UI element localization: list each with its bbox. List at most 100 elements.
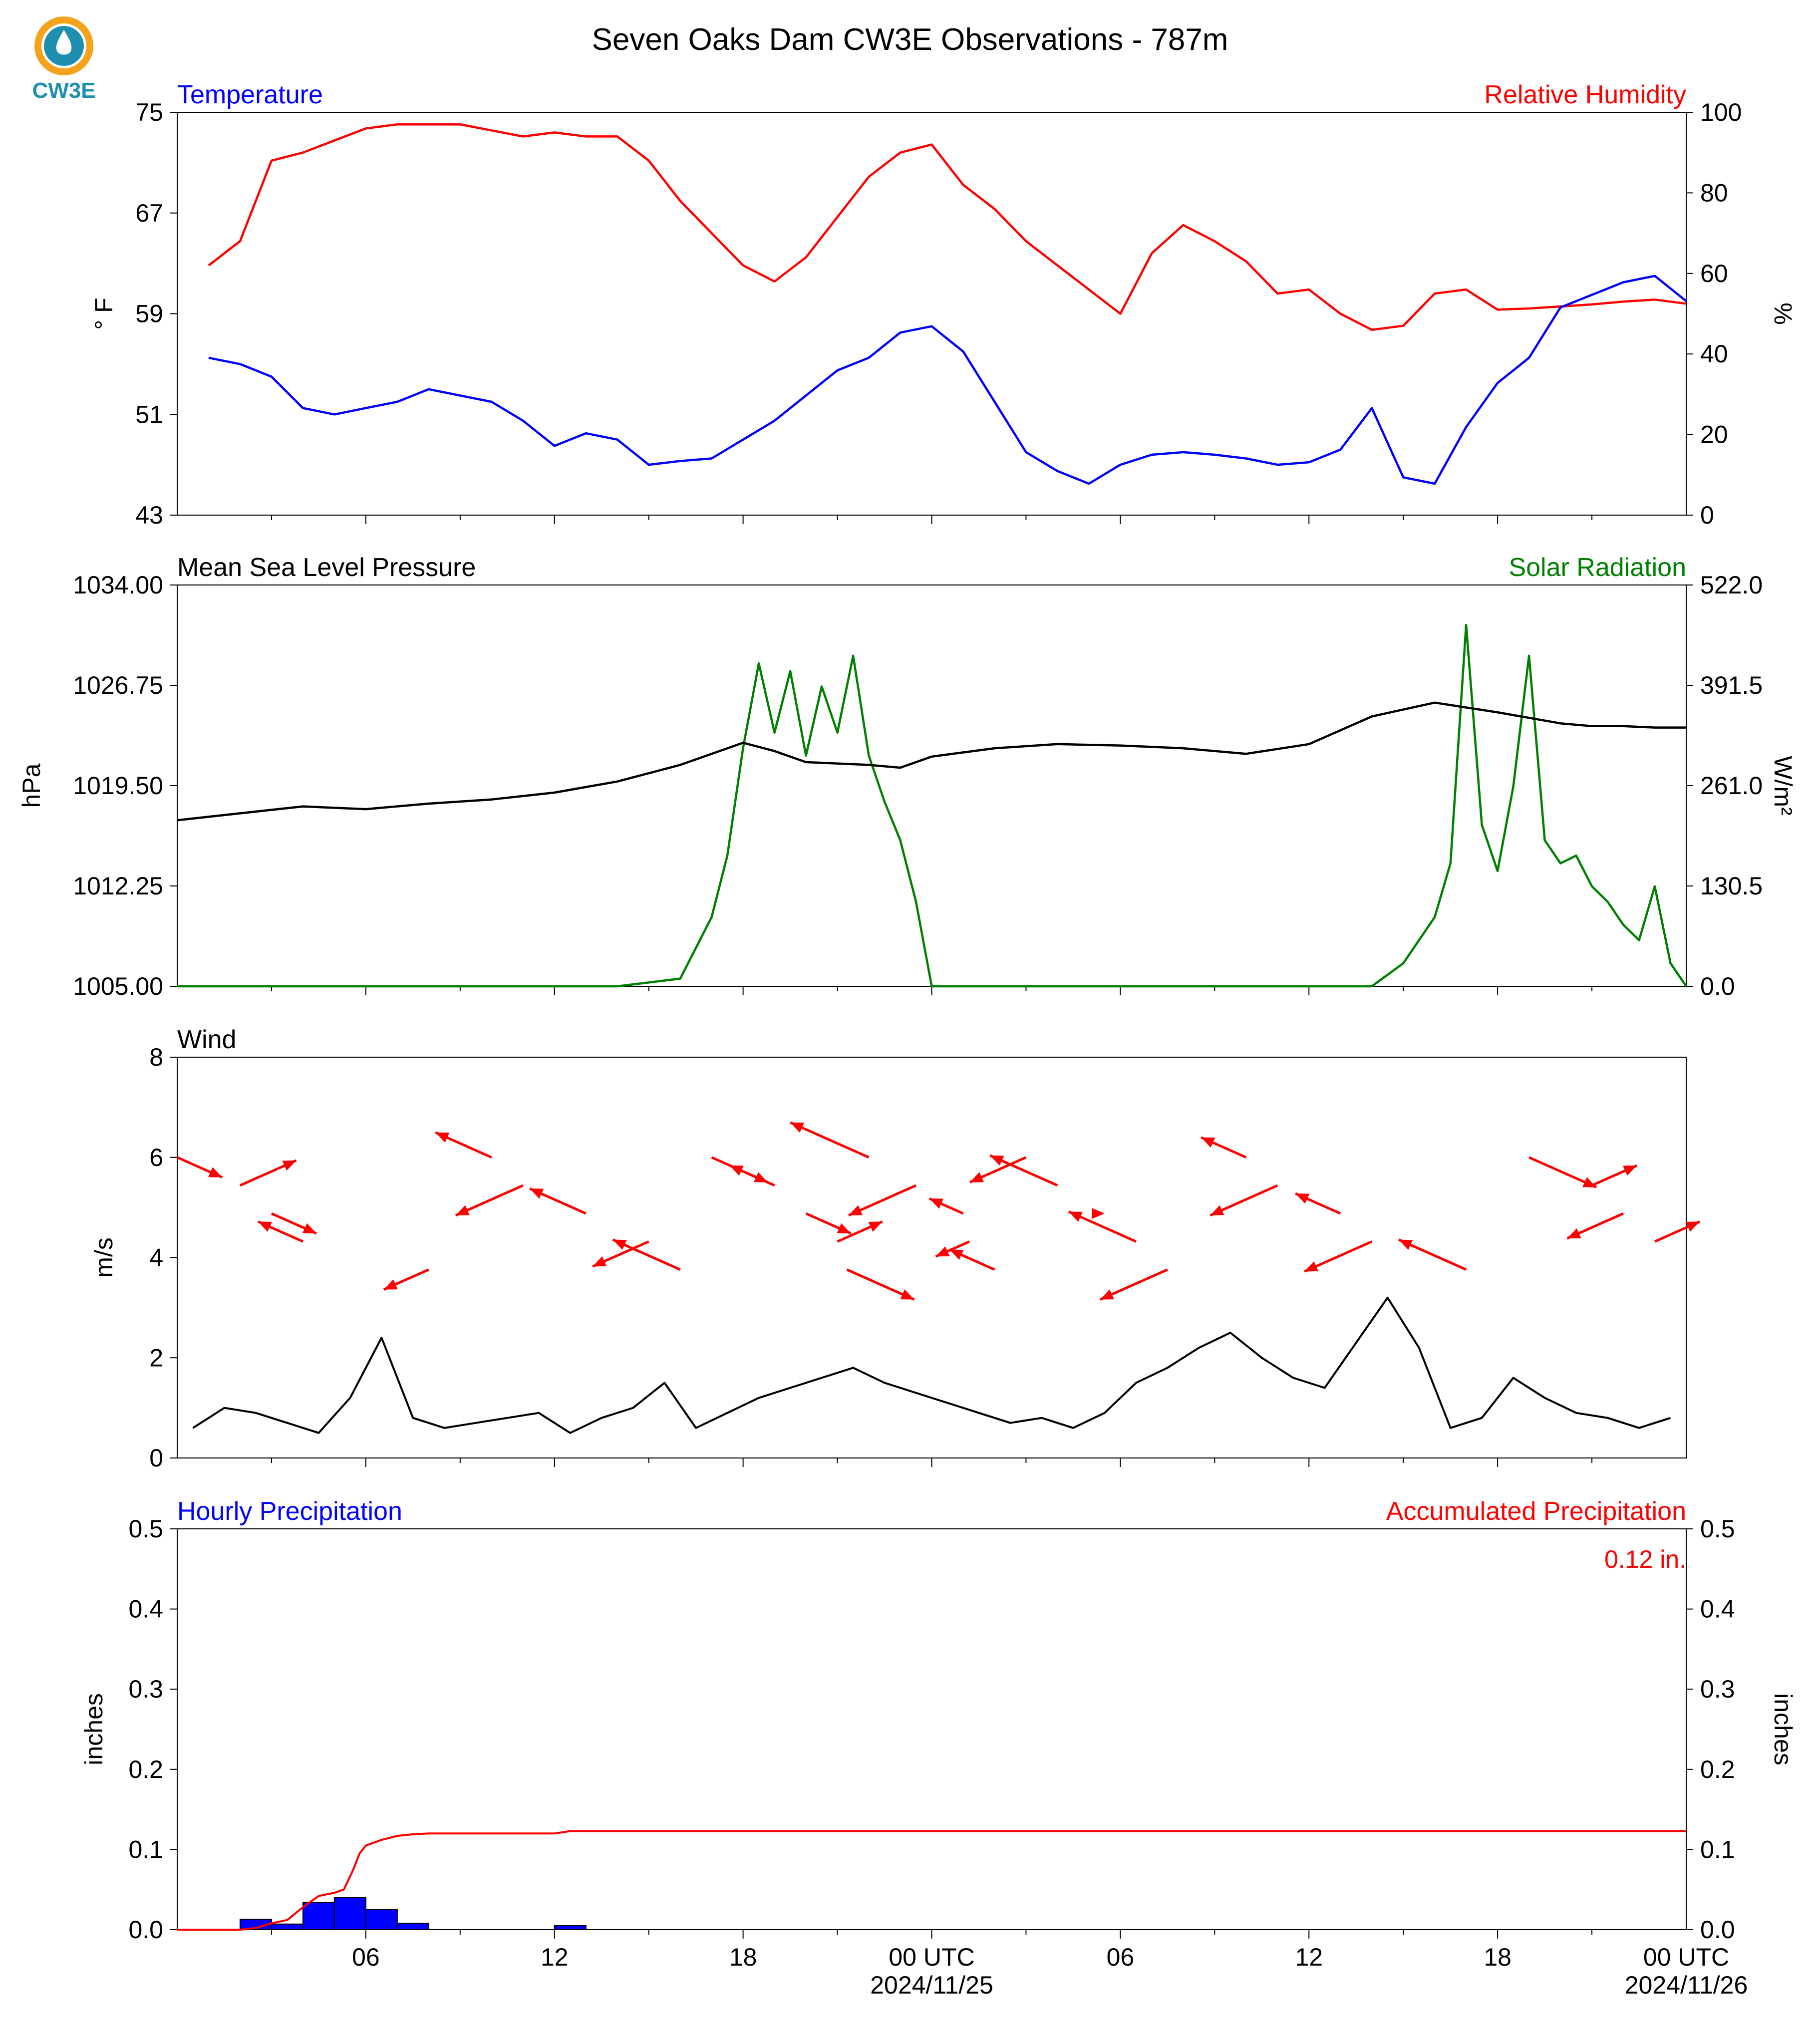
panel-right-title: Relative Humidity (1484, 80, 1686, 109)
y-tick-label: 43 (135, 501, 163, 529)
y-tick-label: 67 (135, 199, 163, 227)
wind-barb-head (530, 1188, 544, 1199)
panel-frame (177, 584, 1687, 987)
wind-barb-head (1399, 1239, 1413, 1250)
wind-barb-head (849, 1205, 863, 1215)
x-tick-label: 12 (1295, 1943, 1323, 1971)
y-tick-label: 6 (149, 1144, 163, 1171)
panel-frame (177, 112, 1687, 516)
x-tick-label: 06 (1107, 1943, 1135, 1971)
y2-tick-label: 40 (1700, 340, 1728, 368)
panel-left-title: Hourly Precipitation (177, 1497, 402, 1526)
y2-tick-label: 20 (1700, 421, 1728, 449)
x-tick-label: 06 (352, 1943, 380, 1971)
wind-barb-head (729, 1165, 744, 1176)
panel-right-title: Accumulated Precipitation (1386, 1497, 1686, 1526)
wind-barb-head (900, 1289, 914, 1300)
y-tick-label: 59 (135, 300, 163, 328)
wind-barb-head (435, 1132, 450, 1143)
y-tick-label: 51 (135, 400, 163, 428)
y-tick-label: 0.3 (128, 1675, 163, 1703)
wind-barb-head (258, 1221, 272, 1232)
date-label: 2024/11/25 (870, 1971, 993, 1999)
series-pressure (177, 701, 1686, 822)
wind-barb-head (868, 1221, 883, 1232)
panel-left-title: Mean Sea Level Pressure (177, 553, 476, 582)
series-wind-speed (192, 1296, 1671, 1434)
y-tick-label: 2 (149, 1344, 163, 1372)
y-tick-label: 4 (149, 1244, 163, 1272)
y-axis-label: ° F (90, 297, 118, 329)
y2-tick-label: 0.0 (1700, 1916, 1735, 1944)
y2-tick-label: 261.0 (1700, 772, 1763, 800)
y-tick-label: 0 (149, 1444, 163, 1472)
panel-frame (177, 1528, 1687, 1930)
series-relative-humidity (208, 123, 1687, 331)
date-label: 2024/11/26 (1625, 1971, 1748, 1999)
y-tick-label: 0.0 (128, 1916, 163, 1944)
wind-barb-head (949, 1249, 964, 1260)
panel-right-title: Solar Radiation (1509, 553, 1686, 582)
wind-barb-head (1092, 1208, 1105, 1219)
wind-barb-head (837, 1223, 851, 1234)
y2-tick-label: 391.5 (1700, 671, 1763, 699)
y-tick-label: 1005.00 (73, 972, 163, 1000)
wind-barb-head (929, 1198, 943, 1209)
y-axis-label: m/s (90, 1237, 118, 1278)
precip-bar (271, 1923, 303, 1931)
wind-barb-head (1210, 1205, 1224, 1215)
y-axis-label: inches (80, 1693, 108, 1765)
y-tick-label: 1026.75 (73, 671, 163, 699)
wind-barb-head (1567, 1228, 1581, 1239)
y-tick-label: 0.2 (128, 1755, 163, 1783)
panel-temperature-humidity: Temperature Relative Humidity 75 67 59 51 43 10… (90, 80, 1797, 529)
y-tick-label: 75 (135, 98, 163, 126)
wind-barb-head (1295, 1193, 1310, 1204)
precip-bar (302, 1902, 335, 1930)
panel-wind: Wind 8 6 4 2 0 m/s (90, 1025, 1701, 1472)
precip-bar (554, 1925, 587, 1930)
y2-tick-label: 0.0 (1700, 972, 1735, 1000)
accumulated-total-label: 0.12 in. (1604, 1545, 1686, 1573)
y2-tick-label: 0 (1700, 501, 1714, 529)
precip-bar (396, 1923, 429, 1931)
wind-barb-head (1623, 1165, 1637, 1176)
y2-tick-label: 60 (1700, 260, 1728, 288)
y-tick-label: 1034.00 (73, 571, 163, 599)
logo-text: CW3E (32, 78, 95, 103)
y-tick-label: 0.4 (128, 1595, 163, 1623)
wind-barb-head (383, 1279, 398, 1290)
x-tick-label: 18 (729, 1943, 757, 1971)
logo-ring (34, 16, 93, 75)
x-tick-label: 00 UTC (1643, 1943, 1729, 1971)
wind-barb-head (969, 1172, 984, 1182)
wind-barb-head (1100, 1289, 1114, 1300)
y-tick-label: 8 (149, 1043, 163, 1071)
y2-tick-label: 522.0 (1700, 571, 1763, 599)
y2-axis-label: % (1769, 302, 1797, 324)
panel-left-title: Temperature (177, 80, 323, 109)
panel-left-title: Wind (177, 1025, 236, 1054)
y2-tick-label: 0.1 (1700, 1835, 1735, 1863)
wind-barb-head (1201, 1137, 1215, 1148)
y2-tick-label: 0.3 (1700, 1675, 1735, 1703)
x-tick-label: 18 (1484, 1943, 1512, 1971)
wind-barb-head (282, 1160, 297, 1171)
wind-barb-head (1686, 1221, 1700, 1232)
series-temperature (208, 275, 1687, 485)
wind-barb-head (935, 1246, 950, 1257)
y-tick-label: 1019.50 (73, 772, 163, 800)
series-solar-radiation (177, 623, 1687, 988)
y-tick-label: 0.1 (128, 1835, 163, 1863)
y2-axis-label: W/m² (1769, 756, 1797, 815)
y2-tick-label: 0.2 (1700, 1755, 1735, 1783)
wind-barb-head (790, 1122, 805, 1133)
panel-pressure-solar: Mean Sea Level Pressure Solar Radiation 10… (17, 553, 1797, 1000)
precip-bar (333, 1897, 366, 1931)
y2-tick-label: 100 (1700, 98, 1742, 126)
figure-title: Seven Oaks Dam CW3E Observations - 787m (592, 22, 1228, 57)
wind-barb-head (612, 1239, 627, 1250)
logo-drop-icon (56, 30, 72, 55)
wind-barb-head (455, 1205, 470, 1215)
